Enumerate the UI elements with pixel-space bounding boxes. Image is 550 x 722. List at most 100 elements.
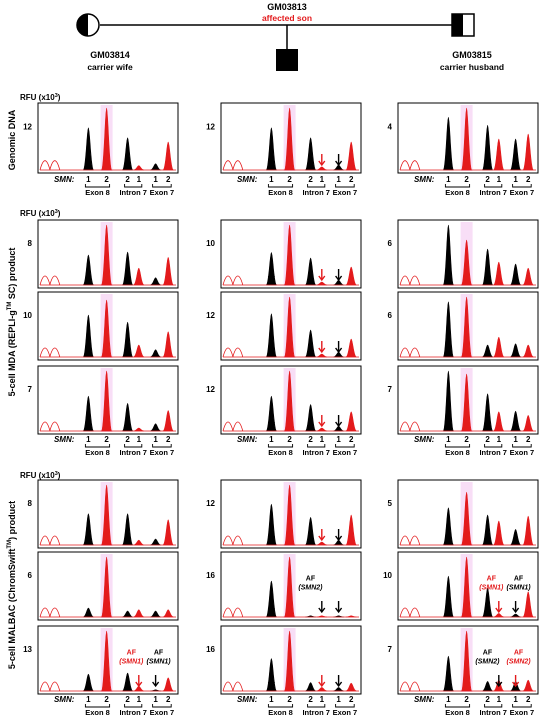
exon7-label: Exon 7 [510, 188, 535, 197]
exon8-label: Exon 8 [268, 708, 293, 717]
y-axis-label: 10 [383, 571, 392, 580]
missing-peak-arrowhead [335, 535, 343, 542]
smn-label: SMN: [237, 175, 258, 184]
row-label-genomic: Genomic DNA [7, 109, 17, 170]
panel-11: 12 [206, 365, 362, 435]
smn2-peak [510, 410, 522, 432]
smn1-peak [133, 539, 145, 546]
noise-peak [399, 681, 411, 692]
missing-peak-arrowhead [318, 535, 326, 542]
panel-3: 4 [388, 102, 539, 174]
smn1-peak [522, 515, 534, 546]
smn2-peak [82, 395, 94, 432]
exon7-label: Exon 7 [150, 448, 175, 457]
noise-peak [49, 347, 61, 358]
smn2-peak [265, 127, 277, 171]
intron7-label: Intron 7 [302, 188, 330, 197]
missing-peak-arrowhead [512, 681, 520, 688]
exon8-bracket [267, 444, 294, 448]
exon8-copy-label: 2 [287, 435, 292, 444]
noise-peak [409, 160, 421, 171]
wife-label: carrier wife [87, 62, 133, 72]
exon7-copy-label: 2 [349, 175, 354, 184]
smn1-peak [493, 411, 505, 432]
panel-14: 12 [206, 479, 362, 549]
exon7-label: Exon 7 [333, 708, 358, 717]
smn2-peak [510, 529, 522, 546]
smn2-peak [150, 277, 161, 286]
noise-peak [39, 607, 51, 618]
exon7-label: Exon 7 [333, 448, 358, 457]
missing-peak-arrowhead [267, 347, 275, 354]
smn1-peak [493, 261, 505, 286]
intron7-copy-label: 2 [125, 435, 130, 444]
af-label: AF [514, 650, 524, 657]
exon8-bracket [444, 184, 471, 188]
exon8-copy-label: 1 [269, 435, 274, 444]
panel-17: 16 AF (SMN2) [206, 551, 362, 621]
missing-peak-arrowhead [267, 535, 275, 542]
smn1-peak [162, 410, 174, 432]
smn1-peak [522, 591, 534, 618]
smn1-peak [284, 556, 296, 618]
pedigree: GM03813 affected son GM03814 carrier wif… [76, 2, 504, 72]
smn-label: SMN: [414, 695, 435, 704]
exon7-copy-label: 1 [153, 175, 158, 184]
exon7-bracket [335, 444, 355, 448]
smn1-peak [101, 224, 113, 286]
y-axis-label: 8 [28, 499, 33, 508]
smn2-peak [150, 538, 161, 546]
missing-peak-arrowhead [335, 681, 343, 688]
son-label: affected son [262, 13, 312, 23]
exon8-copy-label: 2 [104, 175, 109, 184]
panel-12: 7 [388, 365, 539, 435]
smn1-peak [284, 107, 296, 171]
smn1-peak [101, 107, 113, 171]
smn1-peak [345, 338, 357, 358]
missing-peak-arrowhead [335, 421, 343, 428]
smn1-peak [133, 609, 145, 618]
smn1-peak [284, 370, 296, 432]
smn1-peak [461, 373, 473, 432]
panels-layer: 12 12 48 10 610 12 67 12 78 12 56 16 AF(SMN2)10 AF(SM… [23, 102, 539, 695]
smn1-peak [522, 344, 534, 358]
son-symbol [276, 49, 298, 71]
smn2-peak [82, 513, 94, 546]
noise-peak [222, 160, 234, 171]
smn2-peak [150, 423, 161, 432]
smn1-peak [133, 165, 145, 171]
y-axis-label: 10 [206, 239, 215, 248]
panel-16: 6 [28, 551, 179, 621]
smn1-peak [493, 336, 505, 358]
y-axis-label: 6 [388, 311, 393, 320]
y-axis-label: 12 [206, 499, 215, 508]
exon7-label: Exon 7 [510, 708, 535, 717]
smn1-peak [461, 556, 473, 618]
intron7-bracket [307, 704, 326, 708]
noise-peak [222, 535, 234, 546]
noise-peak [232, 607, 244, 618]
smn1-peak [101, 484, 113, 546]
smn1-peak [345, 266, 357, 286]
intron7-copy-label: 1 [497, 435, 502, 444]
noise-peak [222, 607, 234, 618]
noise-peak [399, 607, 411, 618]
exon8-copy-label: 1 [446, 175, 451, 184]
panel-10: 7 [28, 365, 179, 435]
exon8-label: Exon 8 [268, 448, 293, 457]
exon7-bracket [335, 704, 355, 708]
row-label-mda: 5-cell MDA (REPLI-gTM SC) product [7, 248, 17, 397]
exon7-copy-label: 2 [166, 175, 171, 184]
exon8-copy-label: 1 [86, 435, 91, 444]
exon8-label: Exon 8 [445, 708, 470, 717]
noise-peak [399, 160, 411, 171]
exon7-bracket [512, 704, 532, 708]
noise-peak [399, 421, 411, 432]
noise-peak [409, 347, 421, 358]
smn1-peak [284, 630, 296, 692]
noise-peak [232, 347, 244, 358]
exon7-bracket [152, 704, 172, 708]
af-label: AF [487, 576, 497, 583]
intron7-bracket [484, 444, 503, 448]
